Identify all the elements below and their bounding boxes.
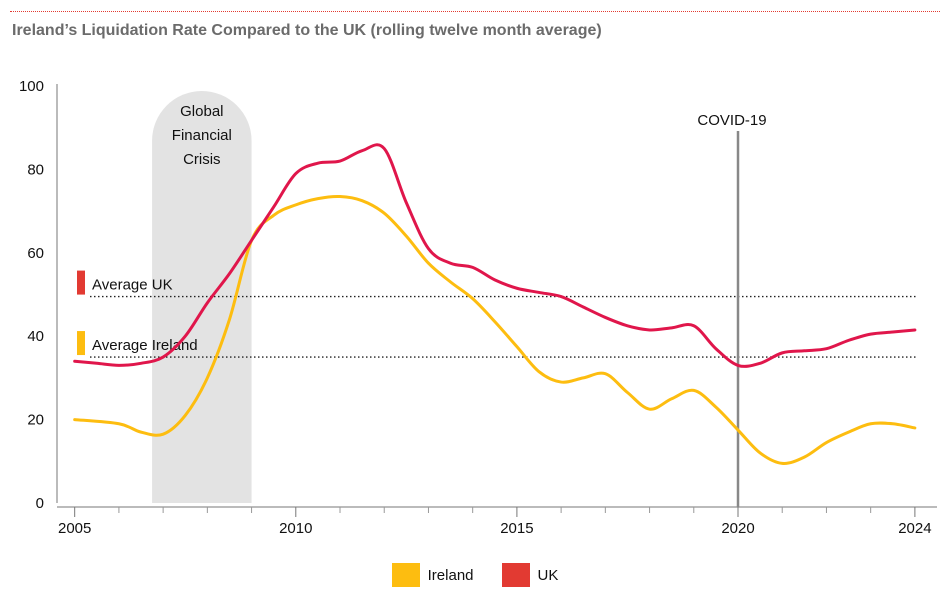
x-tick-label: 2015 — [500, 520, 533, 537]
average-label: Average UK — [92, 277, 173, 294]
y-tick-label: 80 — [27, 161, 44, 178]
covid-label: COVID-19 — [697, 112, 766, 129]
x-tick-label: 2024 — [898, 520, 931, 537]
legend-label-ireland: Ireland — [427, 566, 474, 584]
legend-item-uk: UK — [501, 563, 559, 587]
legend-item-ireland: Ireland — [391, 563, 474, 587]
average-marker — [77, 331, 85, 356]
average-marker — [77, 270, 85, 295]
crisis-label-line: Financial — [172, 127, 232, 144]
legend-swatch-uk — [501, 563, 530, 587]
x-tick-label: 2020 — [721, 520, 754, 537]
top-dotted-rule — [10, 11, 940, 12]
x-tick-label: 2010 — [279, 520, 312, 537]
legend-label-uk: UK — [537, 566, 559, 584]
crisis-label-line: Crisis — [183, 151, 221, 168]
y-tick-label: 0 — [36, 495, 44, 512]
series-line-ireland — [73, 194, 917, 465]
y-tick-label: 40 — [27, 328, 44, 345]
y-tick-label: 60 — [27, 245, 44, 262]
chart-title: Ireland’s Liquidation Rate Compared to t… — [12, 22, 602, 39]
legend: Ireland UK — [0, 563, 950, 587]
y-tick-label: 20 — [27, 412, 44, 429]
y-tick-label: 100 — [19, 78, 44, 95]
crisis-label-line: Global — [180, 103, 223, 120]
crisis-shaded-region — [152, 91, 252, 503]
x-tick-label: 2005 — [58, 520, 91, 537]
legend-swatch-ireland — [391, 563, 420, 587]
series-line-uk — [73, 143, 917, 368]
